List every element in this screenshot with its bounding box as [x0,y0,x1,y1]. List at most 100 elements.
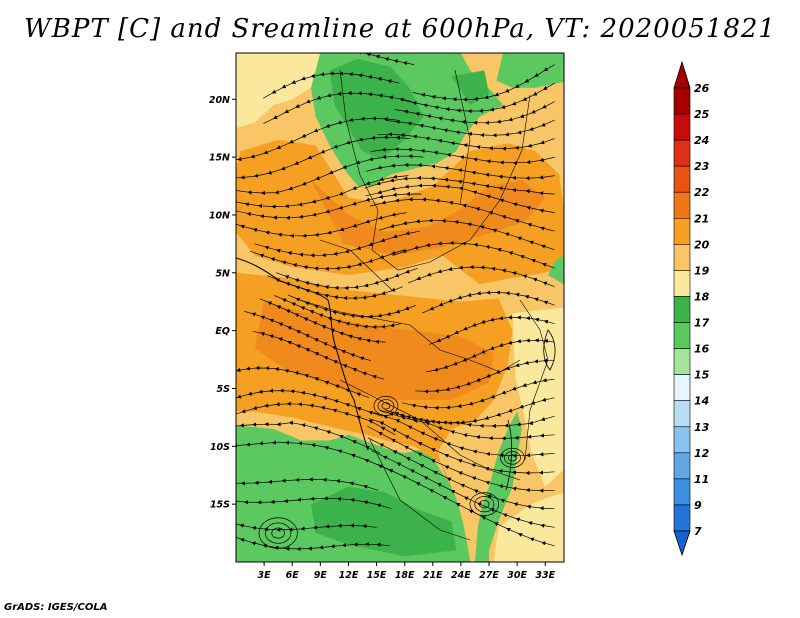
lat-tick-label: 5N [215,268,230,279]
longitude-axis: 3E 6E 9E 12E 15E 18E 21E 24E 27E 30E 33E [258,562,556,581]
colorbar-label: 24 [694,134,709,147]
lon-tick-label: 12E [339,570,359,581]
streamline-eddy [474,496,495,513]
streamline-eddy [258,517,298,549]
coastline-west-africa [236,257,369,451]
colorbar-top-arrow [673,60,691,89]
lon-tick-label: 9E [314,570,328,581]
colorbar-segment [673,113,691,141]
lake-outline [505,329,556,491]
streamline-eddy [377,399,395,413]
colorbar-segment [673,165,691,193]
lat-tick-label: 5S [217,384,231,395]
colorbar-label: 15 [694,369,710,382]
colorbar-segment [673,478,691,506]
lon-tick-label: 21E [423,570,443,581]
streamline [236,365,370,399]
streamline-eddy [500,447,525,468]
colorbar-label: 11 [694,473,709,486]
streamline [236,536,390,551]
colorbar-label: 23 [694,160,710,173]
lon-tick-label: 15E [367,570,387,581]
streamline [236,440,394,473]
streamline [422,290,555,314]
colorbar-label: 26 [694,82,710,95]
lon-tick-label: 24E [451,570,471,581]
lat-tick-label: 15S [210,500,230,511]
lat-tick-label: 10S [210,442,230,453]
colorbar-label: 25 [694,108,710,121]
streamline [294,53,415,66]
streamline [263,71,400,99]
colorbar-segment [673,322,691,349]
grads-credit: GrADS: IGES/COLA [4,602,108,613]
streamline [249,249,405,271]
north-east-green [496,53,564,88]
map-frame [235,52,565,563]
lat-tick-label: 10N [209,210,230,221]
colorbar-label: 14 [694,395,709,408]
streamline [429,315,555,345]
streamline-eddy [271,527,285,539]
streamline [392,240,555,269]
wbpt-shading [236,53,564,562]
colorbar-label: 20 [694,238,710,251]
streamline [236,477,379,491]
streamline [379,218,555,251]
colorbar-label: 19 [694,264,710,277]
streamlines [236,53,555,551]
colorbar-segment [673,139,691,167]
streamline-eddy [479,499,490,509]
colorbar: 26 25 24 23 22 21 20 19 18 17 16 15 14 13 12 11 9 7 [673,60,710,557]
lat-tick-label: 15N [209,153,230,164]
colorbar-segment [673,504,691,532]
lon-tick-label: 27E [479,570,499,581]
streamline-eddy [373,395,399,416]
streamline [263,91,413,124]
colorbar-label: 13 [694,421,710,434]
map-plot: 20N 15N 10N 5N EQ 5S 10S 15S 3E 6E 9E 12E 15E 18E 21E… [209,52,710,581]
colorbar-segment [673,270,691,297]
lon-tick-label: 33E [535,570,555,581]
colorbar-label: 7 [694,525,702,538]
colorbar-segment [673,348,691,375]
colorbar-label: 18 [694,290,710,303]
colorbar-segment [673,296,691,323]
lon-tick-label: 30E [507,570,527,581]
streamline-eddy [265,522,292,544]
streamline [236,420,381,454]
streamline [370,146,555,165]
east-edge-green [548,255,564,285]
streamline [377,132,555,151]
streamline-eddy [504,451,521,465]
streamline-eddy [469,492,500,517]
colorbar-segment [673,374,691,402]
streamline-eddy [381,402,391,410]
colorbar-segment [673,217,691,245]
streamline-eddy [508,454,517,462]
latitude-axis: 20N 15N 10N 5N EQ 5S 10S 15S [209,95,236,511]
streamline [236,496,392,510]
colorbar-segment [673,244,691,271]
lat-tick-label: EQ [215,326,230,337]
colorbar-segment [673,400,691,428]
lon-tick-label: 18E [395,570,415,581]
lon-tick-label: 3E [258,570,272,581]
colorbar-label: 9 [694,499,702,512]
border-lines [299,69,549,541]
colorbar-segment [673,87,691,115]
colorbar-label: 12 [694,447,710,460]
streamline [407,264,555,288]
colorbar-segment [673,191,691,219]
colorbar-label: 21 [694,212,709,225]
streamline [376,463,555,547]
streamline [236,401,396,436]
colorbar-label: 16 [694,343,710,356]
colorbar-label: 22 [694,186,710,199]
coastlines-borders [236,69,556,541]
colorbar-bottom-arrow [673,530,691,557]
colorbar-label: 17 [694,317,710,330]
colorbar-segment [673,452,691,480]
colorbar-segment [673,426,691,454]
